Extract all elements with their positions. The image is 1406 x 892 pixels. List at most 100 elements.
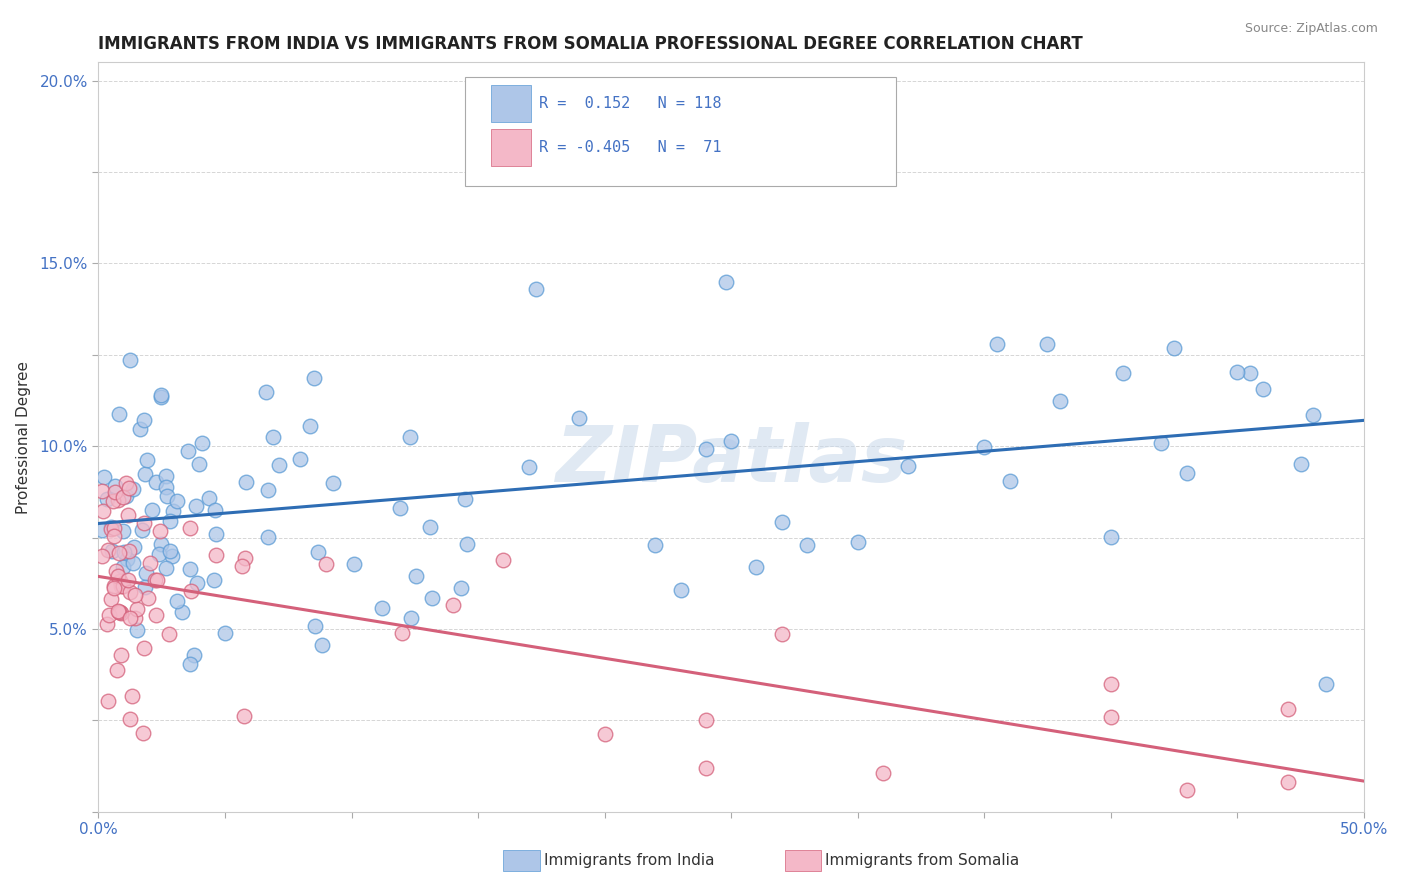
- Point: [97, 542, 120, 557]
- Text: Immigrants from Somalia: Immigrants from Somalia: [825, 854, 1019, 868]
- Point: [125, 623, 148, 637]
- Point: [145, 573, 167, 587]
- Point: [290, 452, 312, 467]
- Point: [1175, 783, 1198, 797]
- Point: [159, 544, 181, 558]
- Point: [117, 552, 139, 566]
- Point: [770, 627, 793, 641]
- Point: [267, 458, 290, 473]
- Point: [108, 546, 131, 560]
- Point: [1175, 467, 1198, 481]
- Point: [128, 422, 150, 436]
- Point: [115, 475, 138, 490]
- Point: [124, 588, 146, 602]
- Point: [235, 475, 257, 489]
- Point: [118, 481, 141, 495]
- Point: [184, 499, 207, 513]
- Point: [122, 540, 145, 554]
- Point: [254, 384, 277, 399]
- Point: [107, 569, 129, 583]
- Point: [145, 475, 167, 489]
- Point: [186, 575, 208, 590]
- Point: [135, 566, 157, 581]
- Point: [136, 591, 159, 605]
- Point: [101, 544, 124, 558]
- Point: [1112, 366, 1135, 380]
- Point: [118, 543, 141, 558]
- Point: [115, 490, 138, 504]
- FancyBboxPatch shape: [491, 129, 531, 166]
- Point: [150, 388, 173, 402]
- Point: [1099, 530, 1122, 544]
- Point: [110, 574, 132, 589]
- Point: [134, 580, 156, 594]
- Point: [796, 538, 818, 552]
- Point: [117, 508, 139, 522]
- Point: [695, 761, 717, 775]
- Point: [180, 584, 202, 599]
- Point: [90, 483, 112, 498]
- Point: [131, 523, 153, 537]
- Point: [419, 520, 441, 534]
- Point: [110, 648, 132, 663]
- Point: [103, 528, 125, 542]
- Point: [112, 559, 135, 574]
- Point: [1251, 382, 1274, 396]
- FancyBboxPatch shape: [465, 78, 896, 186]
- Text: Immigrants from India: Immigrants from India: [544, 854, 714, 868]
- Point: [644, 538, 666, 552]
- Point: [695, 442, 717, 456]
- Text: Source: ZipAtlas.com: Source: ZipAtlas.com: [1244, 22, 1378, 36]
- Point: [145, 573, 167, 587]
- Text: ZIPatlas: ZIPatlas: [555, 422, 907, 498]
- Point: [107, 493, 129, 508]
- Point: [112, 544, 135, 558]
- Point: [108, 407, 131, 421]
- Point: [97, 607, 120, 622]
- Point: [1289, 458, 1312, 472]
- Point: [205, 527, 228, 541]
- Text: IMMIGRANTS FROM INDIA VS IMMIGRANTS FROM SOMALIA PROFESSIONAL DEGREE CORRELATION: IMMIGRANTS FROM INDIA VS IMMIGRANTS FROM…: [98, 35, 1083, 53]
- Point: [104, 564, 127, 578]
- Point: [118, 712, 141, 726]
- Point: [1036, 337, 1059, 351]
- Point: [388, 501, 411, 516]
- Point: [450, 581, 472, 595]
- Point: [231, 559, 253, 574]
- Point: [145, 607, 167, 622]
- Point: [897, 458, 920, 473]
- Point: [1277, 702, 1299, 716]
- Point: [405, 569, 427, 583]
- Point: [846, 535, 869, 549]
- Point: [391, 625, 413, 640]
- Point: [669, 582, 692, 597]
- Point: [398, 430, 420, 444]
- Point: [120, 611, 142, 625]
- Point: [103, 485, 125, 500]
- Point: [93, 470, 115, 484]
- Point: [110, 579, 132, 593]
- Point: [132, 640, 155, 655]
- Point: [103, 578, 125, 592]
- Point: [108, 605, 131, 619]
- Point: [111, 524, 134, 538]
- Point: [524, 282, 547, 296]
- Point: [1302, 409, 1324, 423]
- Point: [204, 503, 226, 517]
- Point: [315, 557, 337, 571]
- Point: [420, 591, 443, 606]
- Point: [187, 457, 209, 471]
- Point: [745, 560, 768, 574]
- Point: [517, 459, 540, 474]
- Point: [302, 371, 325, 385]
- Point: [159, 514, 181, 528]
- Point: [202, 573, 225, 587]
- Point: [108, 605, 131, 619]
- Point: [179, 521, 201, 535]
- Point: [105, 663, 128, 677]
- Point: [112, 490, 135, 504]
- Point: [770, 515, 793, 529]
- Point: [96, 491, 118, 506]
- Point: [166, 594, 188, 608]
- Point: [262, 430, 284, 444]
